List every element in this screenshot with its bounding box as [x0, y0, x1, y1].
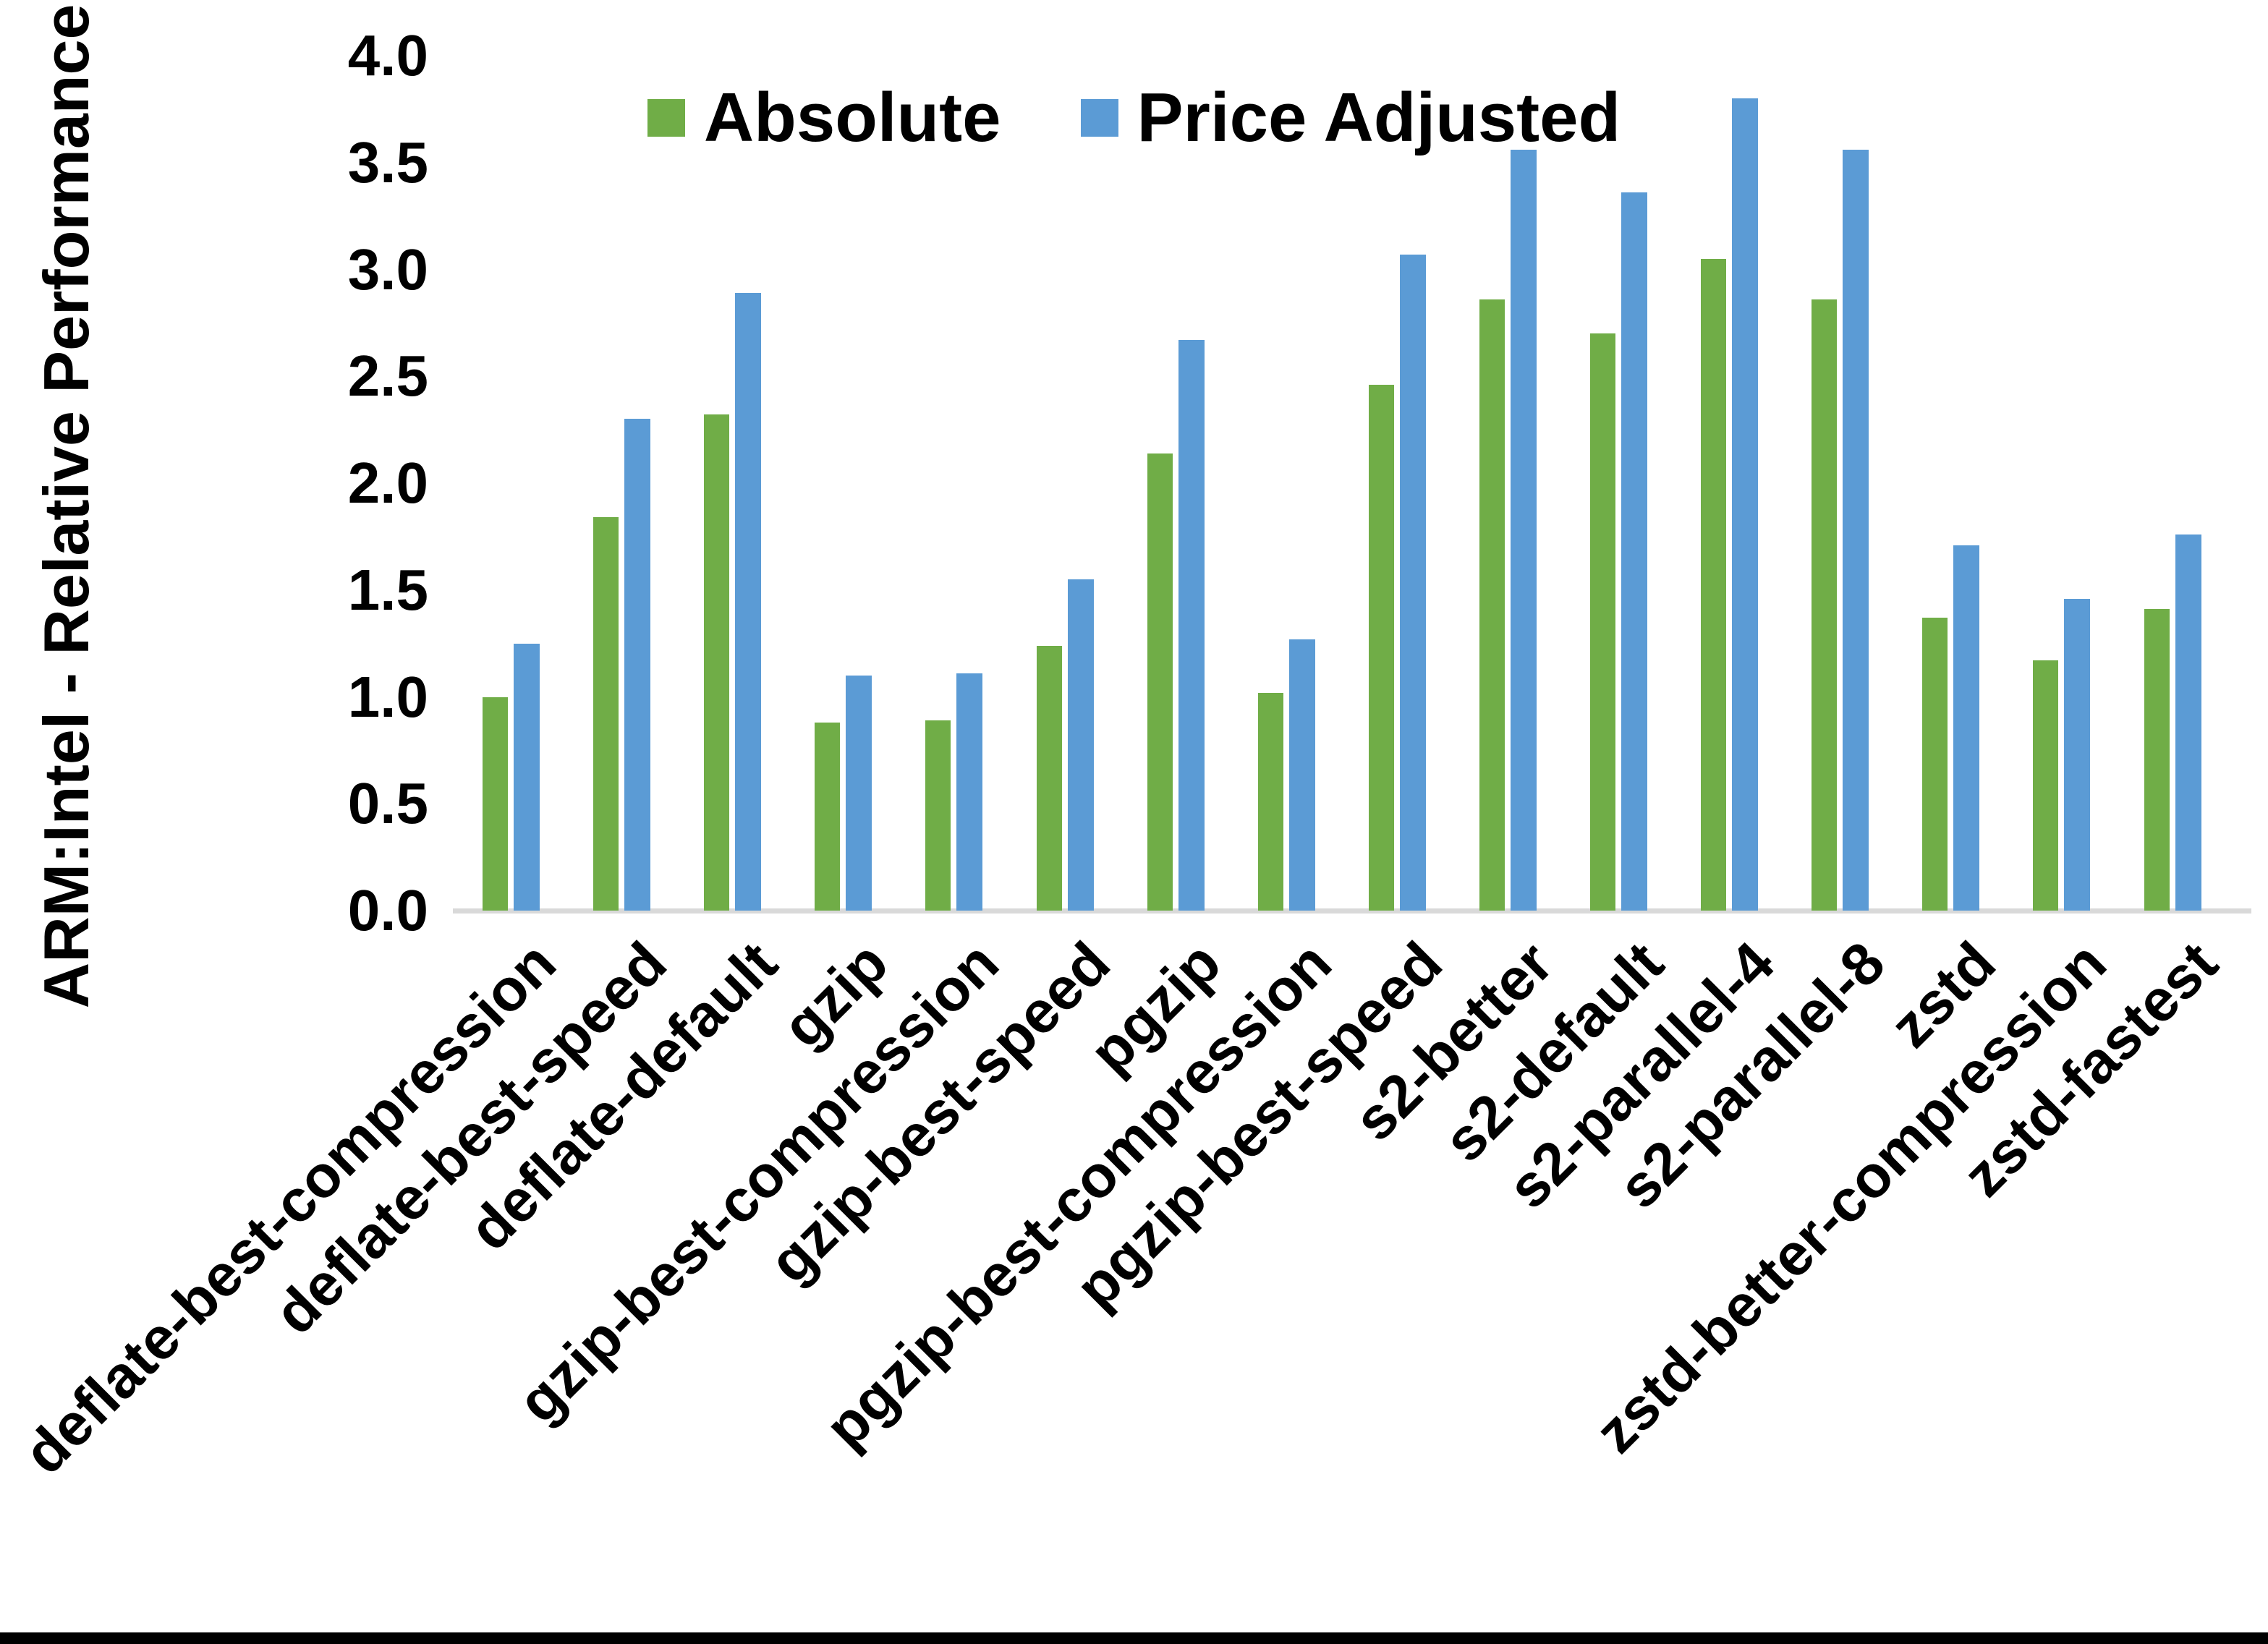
bar-price-adjusted-zstd-better-compression	[2064, 598, 2091, 911]
bar-absolute-pgzip-best-compression	[1257, 692, 1283, 911]
y-axis-tick-0.0: 0.0	[347, 878, 428, 942]
bar-price-adjusted-pgzip	[1178, 340, 1205, 911]
bar-price-adjusted-gzip-best-speed	[1067, 579, 1094, 911]
plot-area: 0.0 0.5 1.0 1.5 2.0 2.5 3.0 3.5 4.0 deflate-best-…	[12, 27, 2251, 1486]
legend-swatch-absolute-icon	[647, 99, 685, 137]
bar-absolute-pgzip	[1147, 453, 1173, 911]
bottom-border	[0, 1632, 2268, 1644]
y-axis-tick-1.5: 1.5	[347, 557, 428, 622]
bar-price-adjusted-pgzip-best-speed	[1399, 254, 1426, 911]
bar-price-adjusted-gzip-best-compression	[956, 673, 983, 911]
bar-price-adjusted-s2-parallel-8	[1843, 150, 1869, 911]
y-axis-tick-2.0: 2.0	[347, 451, 428, 515]
legend-label-absolute: Absolute	[703, 79, 1001, 156]
bar-price-adjusted-pgzip-best-compression	[1288, 639, 1315, 911]
bar-absolute-gzip-best-compression	[925, 720, 951, 911]
legend-label-price-adjusted: Price Adjusted	[1137, 79, 1621, 156]
bar-absolute-s2-default	[1590, 333, 1615, 911]
y-axis-tick-2.5: 2.5	[347, 344, 428, 409]
legend: Absolute Price Adjusted	[0, 78, 2268, 158]
x-axis-line	[453, 908, 2251, 913]
y-axis-tick-4.0: 4.0	[347, 23, 428, 88]
bar-absolute-s2-better	[1479, 299, 1505, 911]
bar-absolute-zstd-better-compression	[2033, 660, 2059, 911]
y-axis-tick-3.0: 3.0	[347, 237, 428, 302]
bar-price-adjusted-s2-default	[1621, 192, 1647, 911]
bar-price-adjusted-deflate-best-speed	[624, 419, 651, 911]
legend-item-absolute: Absolute	[647, 78, 1001, 158]
y-axis-tick-3.5: 3.5	[347, 129, 428, 195]
bar-price-adjusted-zstd	[1953, 545, 1980, 911]
bar-absolute-zstd	[1922, 618, 1948, 911]
bar-price-adjusted-deflate-best-compression	[514, 643, 540, 911]
legend-swatch-price-adjusted-icon	[1080, 99, 1118, 137]
bar-price-adjusted-deflate-default	[735, 293, 762, 911]
bar-absolute-deflate-best-speed	[593, 517, 619, 911]
bar-absolute-zstd-fastest	[2144, 609, 2170, 911]
bar-price-adjusted-s2-parallel-4	[1732, 98, 1759, 911]
legend-item-price-adjusted: Price Adjusted	[1080, 78, 1621, 158]
bar-absolute-pgzip-best-speed	[1368, 385, 1394, 911]
y-axis-tick-1.0: 1.0	[347, 664, 428, 729]
y-axis-tick-0.5: 0.5	[347, 771, 428, 836]
bar-absolute-deflate-default	[704, 414, 730, 911]
bar-absolute-s2-parallel-8	[1812, 299, 1838, 911]
bar-absolute-s2-parallel-4	[1701, 258, 1727, 911]
bar-price-adjusted-zstd-fastest	[2175, 534, 2201, 911]
bar-price-adjusted-s2-better	[1510, 150, 1537, 911]
bar-absolute-gzip-best-speed	[1036, 645, 1062, 911]
bar-absolute-deflate-best-compression	[483, 697, 508, 911]
bar-absolute-gzip	[815, 722, 841, 911]
bar-price-adjusted-gzip	[846, 675, 872, 911]
